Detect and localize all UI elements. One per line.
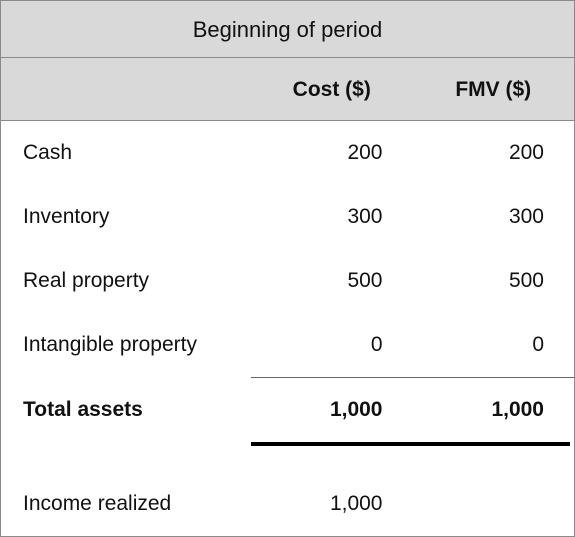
total-underline <box>1 442 574 446</box>
total-cost: 1,000 <box>251 377 413 442</box>
row-label: Cash <box>1 121 251 185</box>
assets-table: Beginning of period Cost ($) FMV ($) Cas… <box>0 0 575 537</box>
row-label: Intangible property <box>1 313 251 377</box>
row-fmv: 0 <box>413 313 575 377</box>
table-title: Beginning of period <box>1 1 574 58</box>
header-fmv: FMV ($) <box>413 58 575 120</box>
row-cost: 200 <box>251 121 413 185</box>
table-body: Cash 200 200 Inventory 300 300 Real prop… <box>1 121 574 536</box>
row-fmv: 500 <box>413 249 575 313</box>
table-total-row: Total assets 1,000 1,000 <box>1 377 574 442</box>
table-row: Inventory 300 300 <box>1 185 574 249</box>
row-cost: 500 <box>251 249 413 313</box>
footer-fmv <box>413 484 575 524</box>
row-label: Real property <box>1 249 251 313</box>
table-row: Real property 500 500 <box>1 249 574 313</box>
table-footer-row: Income realized 1,000 <box>1 472 574 536</box>
header-blank <box>1 58 251 120</box>
row-fmv: 200 <box>413 121 575 185</box>
header-cost: Cost ($) <box>251 58 413 120</box>
row-cost: 0 <box>251 313 413 377</box>
table-header-row: Cost ($) FMV ($) <box>1 58 574 121</box>
total-fmv: 1,000 <box>413 377 575 442</box>
row-fmv: 300 <box>413 185 575 249</box>
table-row: Intangible property 0 0 <box>1 313 574 377</box>
total-label: Total assets <box>1 378 251 442</box>
footer-label: Income realized <box>1 472 251 536</box>
table-row: Cash 200 200 <box>1 121 574 185</box>
footer-cost: 1,000 <box>251 472 413 536</box>
row-label: Inventory <box>1 185 251 249</box>
row-cost: 300 <box>251 185 413 249</box>
